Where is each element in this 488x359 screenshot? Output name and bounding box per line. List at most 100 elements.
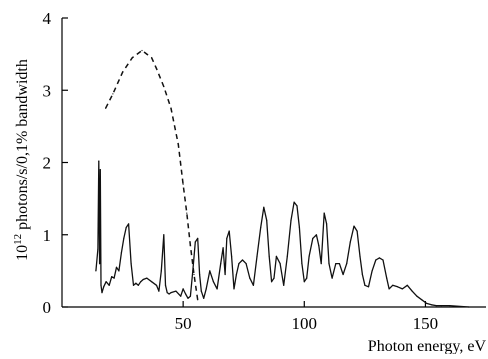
data-point [260, 226, 262, 229]
data-point [375, 259, 377, 261]
dashed-series-line [104, 49, 199, 300]
data-point [205, 288, 207, 290]
data-point [155, 68, 158, 70]
data-point [170, 292, 172, 294]
data-point [293, 201, 295, 203]
data-point [266, 219, 268, 221]
data-point [113, 277, 115, 279]
data-point [203, 297, 205, 299]
data-point [392, 284, 394, 286]
data-point [137, 284, 139, 286]
x-tick-label: 50 [175, 314, 192, 333]
data-point [118, 270, 120, 272]
data-point [426, 302, 428, 304]
series-solid [95, 160, 470, 308]
data-point [286, 255, 288, 257]
labels: 1012 photons/s/0,1% bandwidth Photon ene… [12, 59, 486, 355]
data-point [189, 245, 191, 247]
data-point [187, 297, 189, 299]
data-point [100, 284, 102, 286]
data-point [123, 237, 125, 239]
data-point [386, 277, 388, 279]
data-point [361, 273, 363, 276]
data-point [185, 293, 187, 295]
data-point [194, 241, 196, 243]
data-point [279, 263, 281, 265]
data-point [163, 86, 165, 88]
data-point [378, 257, 380, 259]
data-point [199, 273, 201, 276]
data-point [166, 292, 168, 294]
data-point [306, 277, 308, 279]
y-tick-label: 4 [43, 9, 52, 28]
data-point [356, 230, 358, 232]
data-point [238, 263, 240, 265]
data-point [449, 305, 451, 307]
data-point [151, 57, 153, 59]
data-point [359, 255, 361, 257]
data-point [252, 284, 254, 286]
data-point [105, 281, 107, 283]
x-tick-label: 100 [292, 314, 318, 333]
data-point [421, 299, 423, 301]
data-point [406, 284, 408, 286]
data-point [98, 160, 100, 162]
data-point [397, 286, 399, 288]
data-point [353, 225, 355, 227]
data-point [298, 226, 300, 229]
y-axis-label-superscript: 12 [12, 234, 24, 245]
y-tick-label: 0 [43, 298, 52, 317]
data-point [364, 284, 366, 286]
data-point [233, 288, 235, 290]
y-axis-label-base: 10 [14, 245, 31, 261]
data-point [189, 295, 191, 297]
data-point [200, 290, 202, 292]
data-point [312, 237, 314, 239]
data-point [115, 266, 118, 268]
data-point [468, 306, 470, 308]
data-point [197, 237, 199, 239]
data-point [331, 277, 333, 279]
data-point [382, 259, 384, 261]
data-point [105, 107, 107, 109]
data-point [245, 263, 247, 265]
data-point [140, 281, 142, 283]
x-tick-label: 150 [413, 314, 439, 333]
data-point [125, 226, 127, 229]
y-tick-label: 3 [43, 81, 52, 100]
data-point [135, 282, 137, 284]
y-tick-label: 2 [43, 154, 52, 173]
data-point [411, 290, 413, 292]
data-point [132, 284, 135, 286]
data-point [320, 263, 322, 265]
data-point [168, 293, 170, 295]
data-point [308, 255, 310, 257]
data-point [430, 304, 433, 306]
data-point [256, 255, 258, 257]
data-point [180, 295, 182, 297]
data-point [342, 273, 344, 276]
series-dashed [104, 49, 199, 301]
data-point [164, 284, 167, 286]
data-point [283, 284, 285, 286]
data-point [303, 281, 305, 283]
data-point [175, 290, 177, 292]
data-point [95, 270, 97, 272]
data-point [290, 219, 292, 221]
data-point [209, 270, 211, 272]
y-tick-label: 1 [43, 226, 52, 245]
data-point [163, 234, 165, 236]
data-point [296, 205, 298, 207]
data-point [146, 277, 148, 279]
data-point [151, 281, 153, 283]
data-point [101, 292, 103, 294]
data-point [401, 288, 403, 290]
data-point [268, 255, 270, 257]
data-point [326, 223, 328, 225]
data-point [158, 290, 160, 292]
data-point [216, 288, 218, 290]
data-point [273, 277, 275, 279]
data-point [193, 273, 195, 276]
